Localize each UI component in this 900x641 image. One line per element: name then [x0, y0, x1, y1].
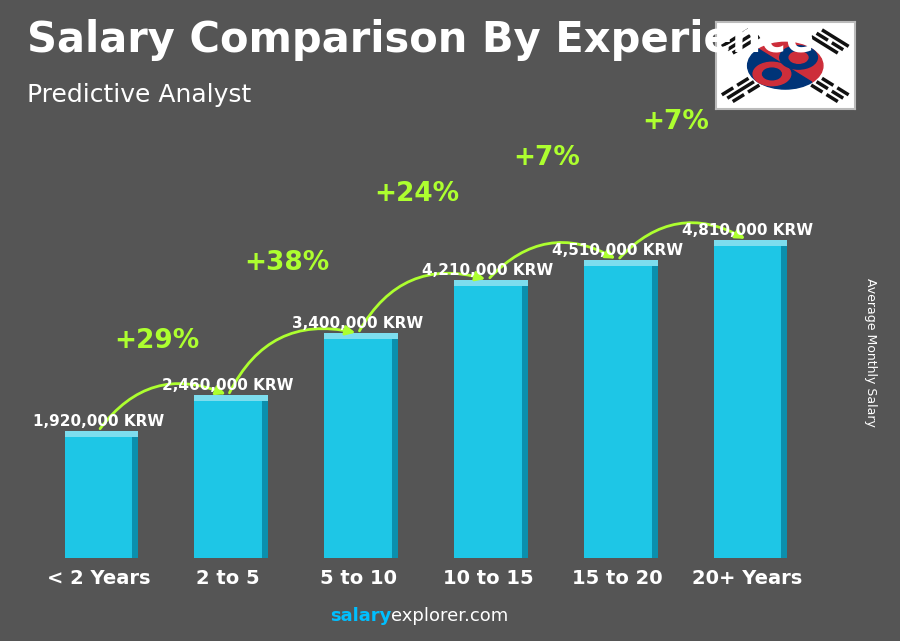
- Text: explorer.com: explorer.com: [392, 607, 508, 625]
- Wedge shape: [759, 42, 823, 82]
- Text: +38%: +38%: [244, 250, 329, 276]
- Text: 4,210,000 KRW: 4,210,000 KRW: [422, 263, 554, 278]
- Bar: [194, 395, 268, 401]
- Bar: [454, 280, 522, 558]
- Bar: [454, 280, 527, 285]
- Text: +7%: +7%: [643, 110, 709, 135]
- Bar: [522, 280, 527, 558]
- Wedge shape: [748, 49, 812, 89]
- Bar: [714, 240, 781, 558]
- Text: Predictive Analyst: Predictive Analyst: [27, 83, 251, 107]
- Bar: [324, 333, 392, 558]
- Bar: [132, 431, 139, 558]
- Bar: [65, 431, 132, 558]
- Bar: [584, 260, 658, 266]
- Circle shape: [789, 52, 808, 63]
- Bar: [194, 395, 262, 558]
- Text: +29%: +29%: [114, 328, 200, 354]
- Circle shape: [762, 68, 781, 79]
- Bar: [584, 260, 652, 558]
- Text: 2,460,000 KRW: 2,460,000 KRW: [163, 378, 294, 394]
- Bar: [262, 395, 268, 558]
- Text: +7%: +7%: [513, 145, 580, 171]
- Circle shape: [753, 62, 791, 86]
- Bar: [652, 260, 658, 558]
- Text: 4,510,000 KRW: 4,510,000 KRW: [553, 243, 683, 258]
- Bar: [65, 431, 139, 437]
- Bar: [714, 240, 788, 246]
- Text: 1,920,000 KRW: 1,920,000 KRW: [32, 414, 164, 429]
- Text: salary: salary: [330, 607, 392, 625]
- Text: +24%: +24%: [374, 181, 459, 207]
- Text: Salary Comparison By Experience: Salary Comparison By Experience: [27, 19, 814, 62]
- Bar: [324, 333, 398, 339]
- Circle shape: [779, 46, 817, 69]
- Bar: [392, 333, 398, 558]
- Text: 4,810,000 KRW: 4,810,000 KRW: [682, 223, 814, 238]
- Bar: [781, 240, 788, 558]
- Text: 3,400,000 KRW: 3,400,000 KRW: [292, 317, 424, 331]
- Text: Average Monthly Salary: Average Monthly Salary: [865, 278, 878, 427]
